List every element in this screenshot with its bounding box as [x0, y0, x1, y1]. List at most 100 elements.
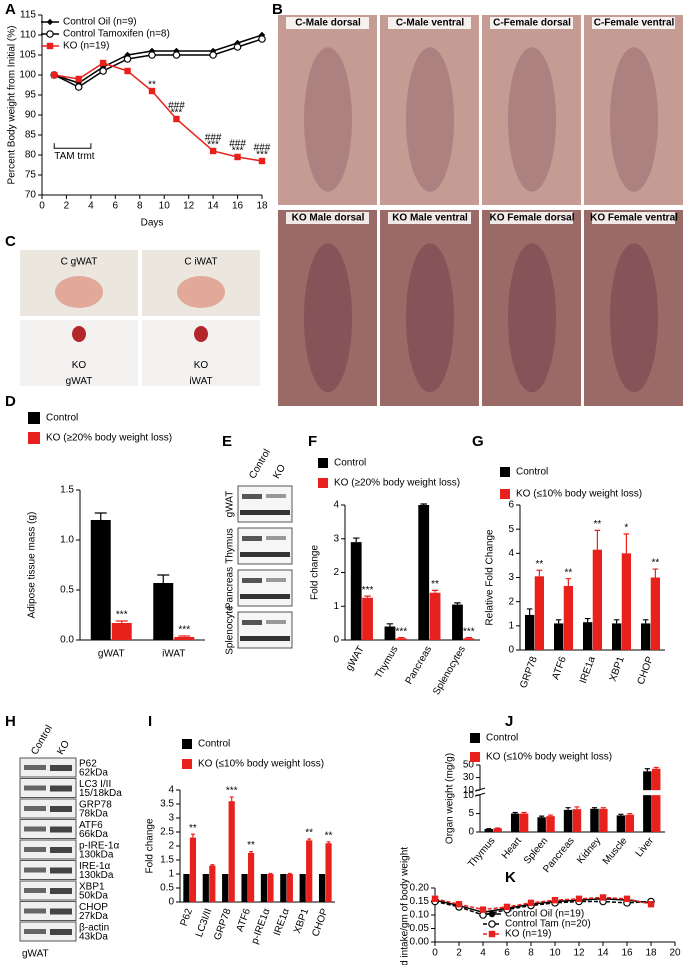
- error-bar: [627, 812, 633, 815]
- significance: ***: [178, 625, 190, 636]
- band: [50, 929, 72, 935]
- band: [266, 578, 286, 582]
- x-tick-label: IRE1a: [578, 655, 598, 685]
- error-bar: [398, 637, 405, 639]
- y-tick-label: 0.00: [410, 937, 430, 948]
- bar: [553, 623, 564, 650]
- y-axis-label: Food intake/gm of body weight: [400, 847, 411, 965]
- blot: [19, 757, 77, 778]
- photo-label-bg: [490, 17, 573, 29]
- bar: [228, 801, 235, 902]
- error-bar: [555, 619, 562, 624]
- x-tick-label: XBP1: [292, 907, 311, 935]
- bar: [537, 817, 546, 832]
- x-tick-label: CHOP: [636, 655, 656, 686]
- x-tick-label: Kidney: [575, 836, 603, 866]
- band: [266, 536, 286, 540]
- legend-label: Control Tam (n=20): [505, 919, 591, 930]
- bar: [611, 623, 622, 650]
- legend-marker: [488, 920, 496, 928]
- y-tick-label: 95: [25, 90, 37, 101]
- blot: [237, 527, 293, 565]
- y-tick-label: 0: [468, 827, 474, 838]
- bar: [650, 577, 661, 650]
- marker: [172, 51, 181, 59]
- band: [24, 806, 46, 811]
- legend-marker: [46, 42, 54, 50]
- marker: [647, 901, 655, 908]
- blot-size: 50kDa: [79, 891, 108, 902]
- significance: ***: [226, 786, 238, 797]
- bar: [621, 553, 632, 650]
- significance: **: [431, 579, 439, 590]
- marker: [74, 83, 83, 91]
- y-tick-label: 50: [463, 760, 475, 771]
- blot-footer: gWAT: [22, 949, 49, 960]
- y-tick-label: 1.5: [160, 855, 174, 866]
- bracket: [53, 143, 92, 149]
- blot: [19, 860, 77, 880]
- x-tick-label: 14: [208, 201, 220, 212]
- error-bar: [539, 815, 545, 818]
- blot-size: 66kDa: [79, 829, 108, 840]
- bar: [524, 614, 535, 650]
- bar: [519, 813, 529, 832]
- x-tick-label: Heart: [500, 835, 524, 861]
- error-bar: [547, 814, 554, 817]
- band: [24, 826, 46, 832]
- tissue: [55, 276, 103, 308]
- error-bar: [653, 766, 659, 769]
- y-tick-label: 4: [333, 500, 339, 511]
- bar: [286, 874, 293, 902]
- photo-label-bg: [490, 212, 573, 224]
- bar: [592, 549, 603, 650]
- bar: [572, 809, 582, 832]
- x-tick-label: Pancreas: [404, 644, 435, 686]
- legend-swatch: [500, 467, 510, 477]
- blot-size: 15/18kDa: [79, 788, 122, 799]
- legend-label: KO (n=19): [505, 929, 551, 940]
- panel-letter: K: [505, 869, 516, 886]
- photo-label: KO gWAT: [66, 360, 93, 387]
- band: [24, 765, 46, 770]
- band: [242, 578, 262, 583]
- significance: **: [535, 559, 543, 570]
- significance: **: [305, 828, 313, 839]
- legend-swatch: [182, 739, 192, 749]
- blot: [19, 880, 77, 901]
- x-tick-label: ATF6: [550, 655, 569, 681]
- y-tick-label: 2: [333, 567, 339, 578]
- legend-swatch: [470, 733, 480, 743]
- band: [24, 847, 46, 852]
- error-bar: [565, 807, 571, 810]
- blot-row: β-actin: [79, 923, 109, 934]
- error-bar: [465, 637, 473, 639]
- error-bar: [229, 796, 234, 802]
- x-tick-label: GRP78: [212, 907, 234, 942]
- significance: ***: [395, 626, 407, 637]
- bar: [222, 874, 229, 902]
- error-bar: [618, 813, 624, 816]
- x-tick-label: gWAT: [344, 644, 367, 673]
- x-tick-label: 12: [573, 948, 585, 959]
- y-tick-label: 6: [508, 500, 514, 511]
- error-bar: [386, 623, 394, 627]
- photo-label: C-Female ventral: [594, 18, 675, 29]
- y-tick-label: 0.5: [60, 585, 74, 596]
- band: [242, 494, 262, 499]
- y-tick-label: 3: [508, 572, 514, 583]
- marker: [148, 51, 156, 59]
- y-tick-label: 80: [25, 150, 37, 161]
- blot: [19, 901, 77, 921]
- band: [242, 620, 262, 625]
- x-tick-label: 6: [113, 201, 119, 212]
- error-bar: [364, 595, 371, 598]
- x-tick-label: Muscle: [601, 835, 630, 867]
- bar: [429, 592, 441, 640]
- bar: [90, 520, 111, 640]
- y-tick-label: 0.10: [410, 910, 430, 921]
- error-bar: [326, 841, 331, 844]
- photo-label: KO Male ventral: [392, 213, 468, 224]
- marker: [233, 43, 242, 51]
- photo-label-bg: [388, 17, 471, 29]
